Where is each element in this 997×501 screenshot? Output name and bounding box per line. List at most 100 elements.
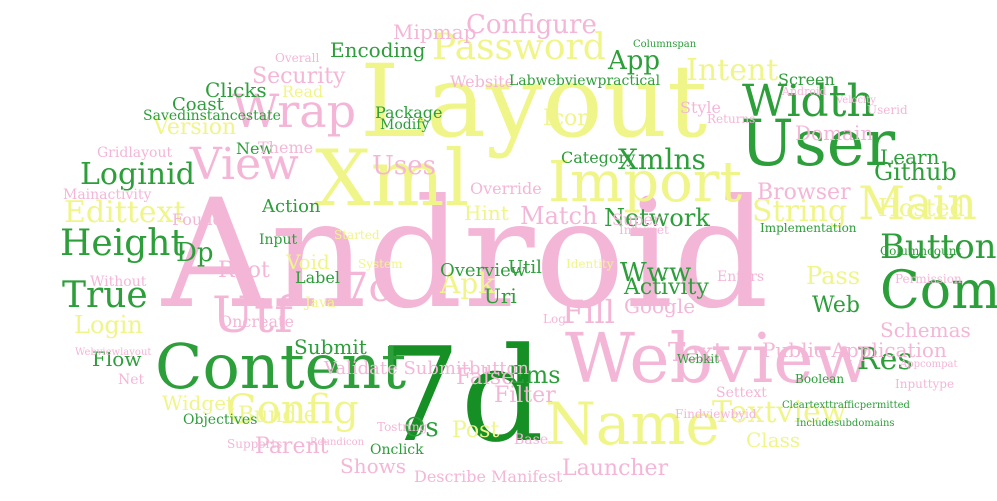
word-started: Started — [334, 228, 380, 242]
word-enters: Enters — [717, 269, 765, 285]
word-password: Password — [432, 27, 606, 68]
word-boolean: Boolean — [795, 372, 845, 386]
word-class: Class — [746, 428, 801, 452]
word-uses: Uses — [372, 151, 436, 181]
word-widget: Widget — [162, 391, 235, 415]
word-webview: Webview — [565, 320, 872, 399]
word-findviewbyid: Findviewbyid — [675, 407, 757, 421]
word-category: Category — [561, 148, 636, 167]
word-inputtype: Inputtype — [895, 377, 955, 391]
word-internet: Internet — [619, 223, 669, 237]
word-without: Without — [90, 274, 147, 290]
word-wrap: Wrap — [232, 84, 357, 138]
word-gridlayout: Gridlayout — [97, 145, 173, 161]
word-mipmap: Mipmap — [393, 20, 477, 44]
word-submit: Submit — [294, 335, 367, 359]
word-appcompat: Appcompat — [900, 359, 958, 370]
word-7c: 7c — [343, 265, 391, 311]
word-view: View — [190, 139, 299, 190]
word-new: New — [236, 139, 274, 158]
word-com: Com — [880, 261, 997, 321]
word-override: Override — [470, 179, 542, 198]
word-activity: Activity — [624, 275, 709, 300]
word-xmlns: Xmlns — [618, 143, 706, 176]
word-xml: Xml — [315, 134, 470, 224]
word-text: Text — [668, 338, 724, 368]
word-apk: Apk — [440, 267, 496, 300]
word-flow: Flow — [92, 347, 142, 371]
word-false: False — [456, 365, 515, 390]
word-bundle: Bundle — [238, 403, 317, 428]
word-7d: 7d — [378, 319, 544, 471]
word-overall: Overall — [275, 51, 320, 65]
word-supports: Supports — [227, 437, 283, 451]
word-name: Name — [545, 390, 720, 458]
word-uri: Uri — [484, 284, 517, 308]
word-system: System — [358, 257, 403, 271]
word-parent: Parent — [255, 434, 329, 459]
word-encoding: Encoding — [330, 38, 426, 62]
word-dp: Dp — [176, 238, 214, 268]
word-validate-submitbutton: Validate Submitbutton — [324, 358, 529, 379]
word-user: User — [740, 107, 896, 181]
word-hint: Hint — [464, 201, 509, 225]
word-webkit: Webkit — [677, 352, 720, 366]
word-returns: Returns — [707, 112, 756, 126]
word-screen: Screen — [778, 70, 835, 89]
word-login: Login — [74, 311, 143, 339]
word-android-small: Android — [782, 85, 827, 98]
word-configure: Configure — [466, 10, 597, 40]
word-super: Super — [612, 210, 661, 229]
word-coast: Coast — [172, 94, 224, 115]
word-domain: Domain — [795, 121, 874, 145]
word-roundicon: Roundicon — [310, 437, 365, 448]
word-clicks: Clicks — [205, 78, 267, 102]
word-objectives: Objectives — [183, 412, 258, 428]
word-columnspan: Columnspan — [633, 39, 697, 50]
word-theme: Theme — [258, 138, 314, 157]
word-void: Void — [286, 250, 330, 274]
word-height: Height — [60, 223, 185, 264]
word-app: App — [608, 46, 661, 76]
word-labwebviewpractical: Labwebviewpractical — [509, 73, 661, 89]
word-github: Github — [874, 158, 957, 186]
word-loginid: Loginid — [80, 157, 195, 192]
word-utf: Utf — [212, 286, 293, 344]
word-android: Android — [162, 168, 769, 342]
word-true: True — [62, 275, 148, 316]
word-cleartexttrafficpermitted: Cleartexttrafficpermitted — [782, 400, 910, 411]
word-webviewlayout: Webviewlayout — [75, 347, 152, 358]
word-mainactivity: Mainactivity — [63, 187, 152, 203]
word-browser: Browser — [757, 180, 851, 205]
word-action: Action — [262, 196, 321, 217]
word-res: Res — [857, 342, 913, 377]
word-permission: Permission — [895, 272, 962, 286]
word-label: Label — [295, 268, 340, 287]
word-google: Google — [624, 294, 696, 318]
word-match: Match — [520, 202, 598, 230]
word-config: Config — [226, 387, 359, 433]
word-website: Website — [450, 72, 515, 91]
word-style: Style — [680, 98, 722, 117]
word-security: Security — [252, 64, 346, 89]
word-oncreate: Oncreate — [219, 312, 294, 331]
word-includesubdomains: Includesubdomains — [796, 418, 895, 429]
word-button: Button — [880, 227, 997, 267]
word-main: Main — [858, 176, 977, 230]
word-implementation: Implementation — [760, 221, 857, 235]
word-describe-manifest: Describe Manifest — [414, 467, 563, 486]
word-input: Input — [259, 232, 298, 248]
word-root: Root — [218, 258, 270, 283]
word-post: Post — [452, 418, 500, 443]
word-launcher: Launcher — [562, 456, 669, 481]
word-filter: Filter — [494, 383, 556, 408]
word-layout: Layout — [360, 43, 708, 160]
word-ems: Ems — [508, 361, 561, 389]
word-identity: Identity — [566, 257, 614, 271]
word-log: Log — [543, 312, 566, 326]
word-modify: Modify — [380, 117, 430, 133]
word-base: Base — [514, 432, 549, 448]
word-www: Www — [620, 258, 692, 288]
word-java: Java — [305, 295, 336, 311]
